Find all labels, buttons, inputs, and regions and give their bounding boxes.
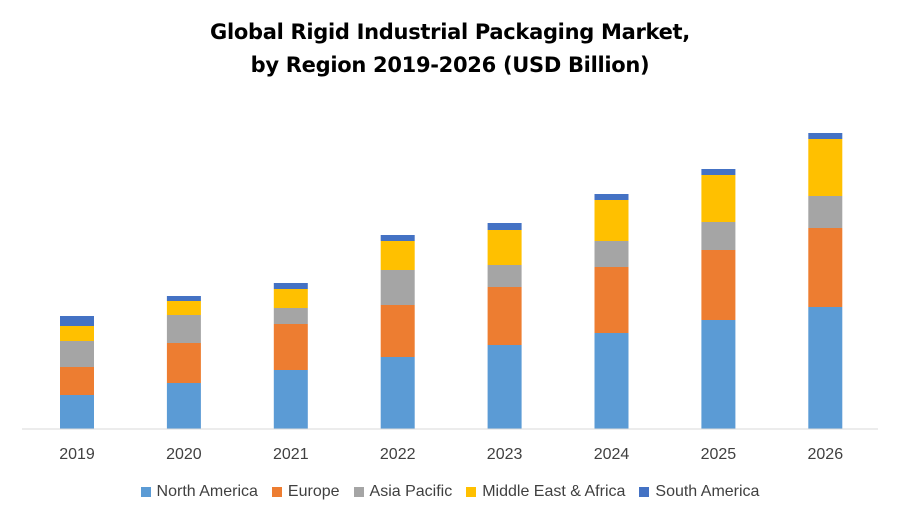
legend-label: Europe bbox=[287, 483, 340, 500]
bar-2025-south-america bbox=[701, 169, 736, 175]
bar-2021-south-america bbox=[273, 283, 308, 289]
legend: North America Europe Asia Pacific Middle Ea… bbox=[0, 483, 900, 501]
bar-2026-north-america bbox=[808, 307, 843, 429]
bar-2020-south-america bbox=[166, 296, 201, 301]
bar-2023-middle-east-africa bbox=[487, 230, 522, 265]
bar-2026-middle-east-africa bbox=[808, 139, 843, 196]
bar-2026-south-america bbox=[808, 133, 843, 139]
bar-2021-asia-pacific bbox=[273, 308, 308, 324]
legend-item: North America bbox=[140, 483, 258, 501]
bar-2024-asia-pacific bbox=[594, 241, 629, 267]
bar-2020-asia-pacific bbox=[166, 315, 201, 343]
x-tick-label: 2019 bbox=[59, 446, 95, 463]
bar-group bbox=[60, 133, 843, 429]
legend-item: Europe bbox=[271, 483, 340, 501]
bar-2023-asia-pacific bbox=[487, 265, 522, 287]
bar-2024-middle-east-africa bbox=[594, 200, 629, 241]
chart-title-line-2: by Region 2019-2026 (USD Billion) bbox=[250, 53, 650, 77]
x-tick-label: 2025 bbox=[701, 446, 737, 463]
bar-2020-north-america bbox=[166, 383, 201, 429]
legend-label: South America bbox=[655, 483, 760, 500]
bar-2024-south-america bbox=[594, 194, 629, 200]
bar-2025-europe bbox=[701, 250, 736, 320]
bar-2023-north-america bbox=[487, 345, 522, 429]
bar-2021-middle-east-africa bbox=[273, 289, 308, 308]
x-tick-labels: 2019 2020 2021 2022 2023 2024 2025 2026 bbox=[59, 446, 843, 463]
bar-2019-asia-pacific bbox=[60, 341, 94, 367]
x-tick-label: 2022 bbox=[380, 446, 416, 463]
legend-swatch bbox=[271, 487, 282, 497]
legend-swatch bbox=[639, 487, 650, 497]
bar-2022-south-america bbox=[380, 235, 415, 241]
legend-item: Middle East & Africa bbox=[466, 483, 625, 501]
bar-2025-north-america bbox=[701, 320, 736, 429]
legend-item: South America bbox=[639, 483, 759, 501]
legend-label: Middle East & Africa bbox=[482, 483, 626, 500]
bar-2020-europe bbox=[166, 343, 201, 383]
bar-2024-europe bbox=[594, 267, 629, 333]
bar-2019-europe bbox=[60, 367, 94, 395]
bar-2025-asia-pacific bbox=[701, 222, 736, 250]
x-tick-label: 2023 bbox=[487, 446, 523, 463]
bar-2021-europe bbox=[273, 324, 308, 370]
bar-2021-north-america bbox=[273, 370, 308, 429]
bar-2022-middle-east-africa bbox=[380, 241, 415, 270]
chart-title: Global Rigid Industrial Packaging Market… bbox=[0, 16, 900, 82]
bar-2023-europe bbox=[487, 287, 522, 345]
x-tick-label: 2026 bbox=[808, 446, 844, 463]
bar-2019-south-america bbox=[60, 316, 94, 326]
legend-swatch bbox=[353, 487, 364, 497]
bar-2022-europe bbox=[380, 305, 415, 357]
bar-2019-north-america bbox=[60, 395, 94, 429]
bar-2019-middle-east-africa bbox=[60, 326, 94, 341]
legend-swatch bbox=[466, 487, 477, 497]
bar-2022-north-america bbox=[380, 357, 415, 429]
bar-2023-south-america bbox=[487, 223, 522, 230]
legend-label: North America bbox=[156, 483, 258, 500]
legend-label: Asia Pacific bbox=[369, 483, 453, 500]
x-tick-label: 2021 bbox=[273, 446, 309, 463]
bar-2026-europe bbox=[808, 228, 843, 307]
legend-swatch bbox=[140, 487, 151, 497]
bar-2020-middle-east-africa bbox=[166, 301, 201, 315]
bar-2024-north-america bbox=[594, 333, 629, 429]
bar-2025-middle-east-africa bbox=[701, 175, 736, 222]
x-tick-label: 2020 bbox=[166, 446, 202, 463]
chart-title-line-1: Global Rigid Industrial Packaging Market… bbox=[210, 20, 690, 44]
x-tick-label: 2024 bbox=[594, 446, 630, 463]
bar-2026-asia-pacific bbox=[808, 196, 843, 228]
legend-item: Asia Pacific bbox=[353, 483, 453, 501]
bar-2022-asia-pacific bbox=[380, 270, 415, 305]
